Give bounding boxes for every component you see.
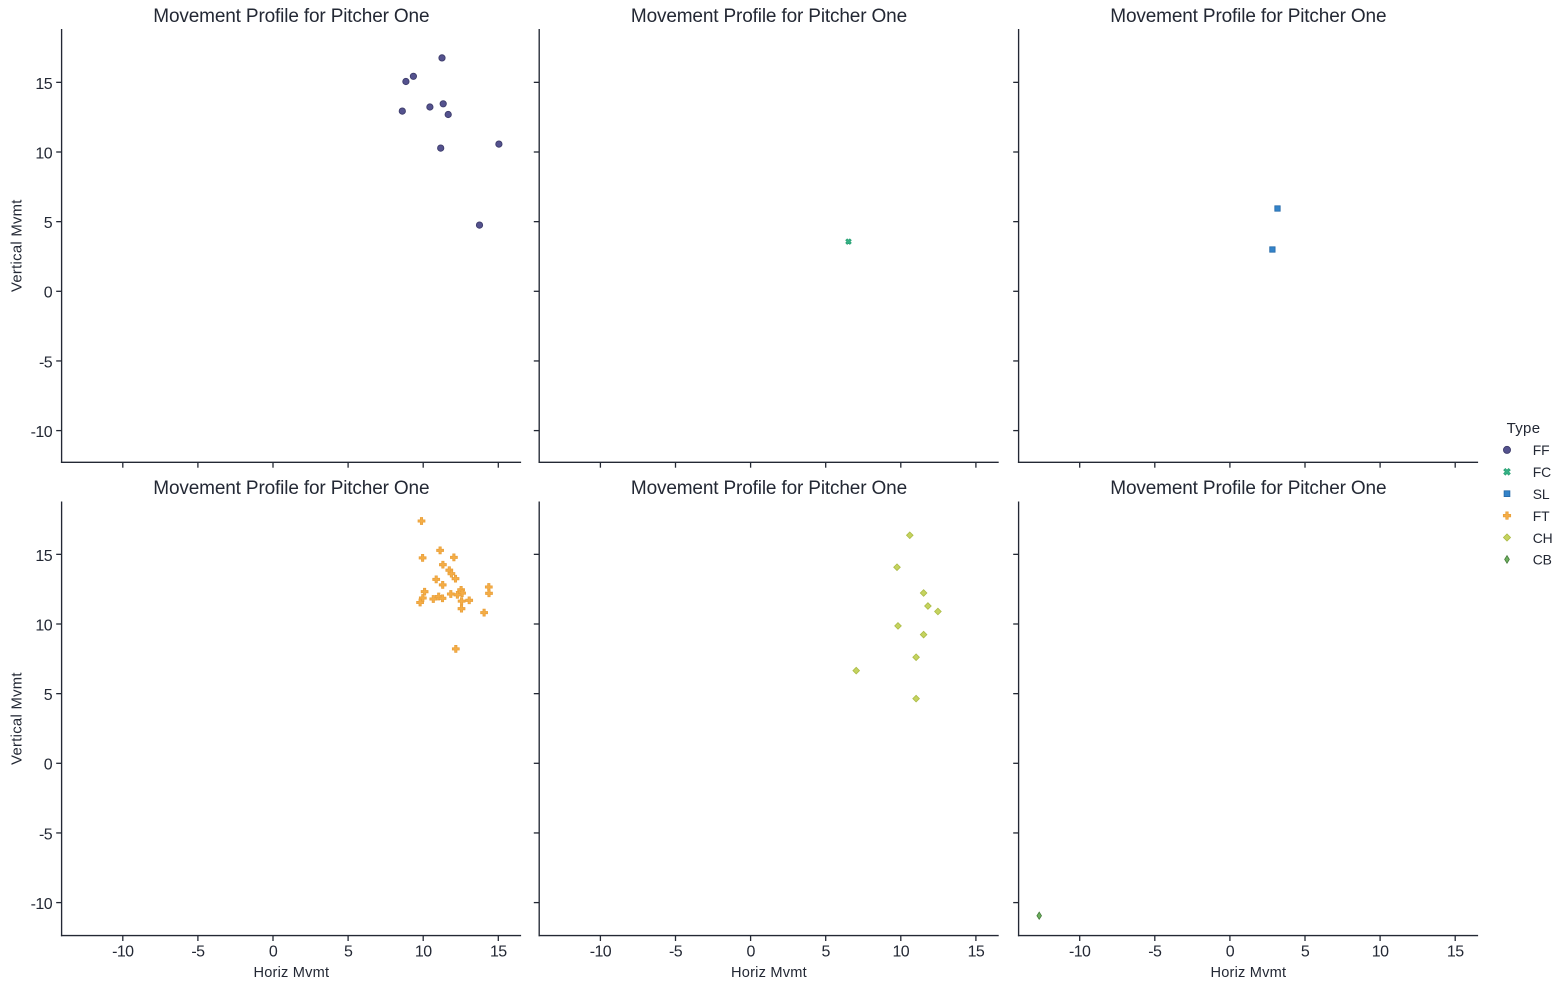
svg-text:-10: -10 <box>31 424 53 441</box>
svg-text:5: 5 <box>344 943 353 960</box>
svg-text:Movement Profile for Pitcher O: Movement Profile for Pitcher One <box>1110 6 1386 27</box>
svg-text:10: 10 <box>1372 943 1389 960</box>
svg-text:CB: CB <box>1533 552 1552 568</box>
svg-text:Movement Profile for Pitcher O: Movement Profile for Pitcher One <box>153 6 429 27</box>
svg-text:0: 0 <box>269 943 278 960</box>
svg-text:0: 0 <box>44 757 53 774</box>
svg-text:Movement Profile for Pitcher O: Movement Profile for Pitcher One <box>631 6 907 27</box>
svg-text:Movement Profile for Pitcher O: Movement Profile for Pitcher One <box>631 478 907 499</box>
svg-text:5: 5 <box>44 215 53 232</box>
svg-text:15: 15 <box>1447 943 1464 960</box>
svg-text:-5: -5 <box>1148 943 1162 960</box>
svg-text:-10: -10 <box>590 943 612 960</box>
svg-text:-10: -10 <box>31 896 53 913</box>
svg-text:5: 5 <box>822 943 831 960</box>
svg-text:CH: CH <box>1533 530 1553 546</box>
svg-text:0: 0 <box>44 285 53 302</box>
svg-text:FF: FF <box>1533 442 1550 458</box>
svg-text:10: 10 <box>35 617 52 634</box>
svg-text:-5: -5 <box>39 826 53 843</box>
svg-text:Vertical Mvmt: Vertical Mvmt <box>10 199 26 292</box>
svg-text:-10: -10 <box>112 943 134 960</box>
svg-text:Movement Profile for Pitcher O: Movement Profile for Pitcher One <box>1110 478 1386 499</box>
svg-text:Vertical Mvmt: Vertical Mvmt <box>10 672 26 765</box>
svg-text:Horiz Mvmt: Horiz Mvmt <box>731 965 807 981</box>
svg-text:5: 5 <box>44 687 53 704</box>
svg-text:Horiz Mvmt: Horiz Mvmt <box>253 965 329 981</box>
svg-text:0: 0 <box>1226 943 1235 960</box>
svg-text:0: 0 <box>746 943 755 960</box>
svg-text:-5: -5 <box>39 354 53 371</box>
svg-text:10: 10 <box>892 943 909 960</box>
svg-text:FT: FT <box>1533 508 1550 524</box>
svg-text:Movement Profile for Pitcher O: Movement Profile for Pitcher One <box>153 478 429 499</box>
svg-text:15: 15 <box>35 76 52 93</box>
svg-text:FC: FC <box>1533 464 1551 480</box>
svg-text:Type: Type <box>1507 420 1541 437</box>
svg-text:10: 10 <box>415 943 432 960</box>
svg-text:-10: -10 <box>1069 943 1091 960</box>
svg-text:5: 5 <box>1301 943 1310 960</box>
svg-text:-5: -5 <box>191 943 205 960</box>
svg-text:-5: -5 <box>669 943 683 960</box>
svg-text:SL: SL <box>1533 486 1550 502</box>
svg-text:15: 15 <box>490 943 507 960</box>
svg-text:15: 15 <box>968 943 985 960</box>
svg-text:15: 15 <box>35 548 52 565</box>
svg-text:Horiz Mvmt: Horiz Mvmt <box>1210 965 1286 981</box>
svg-text:10: 10 <box>35 145 52 162</box>
